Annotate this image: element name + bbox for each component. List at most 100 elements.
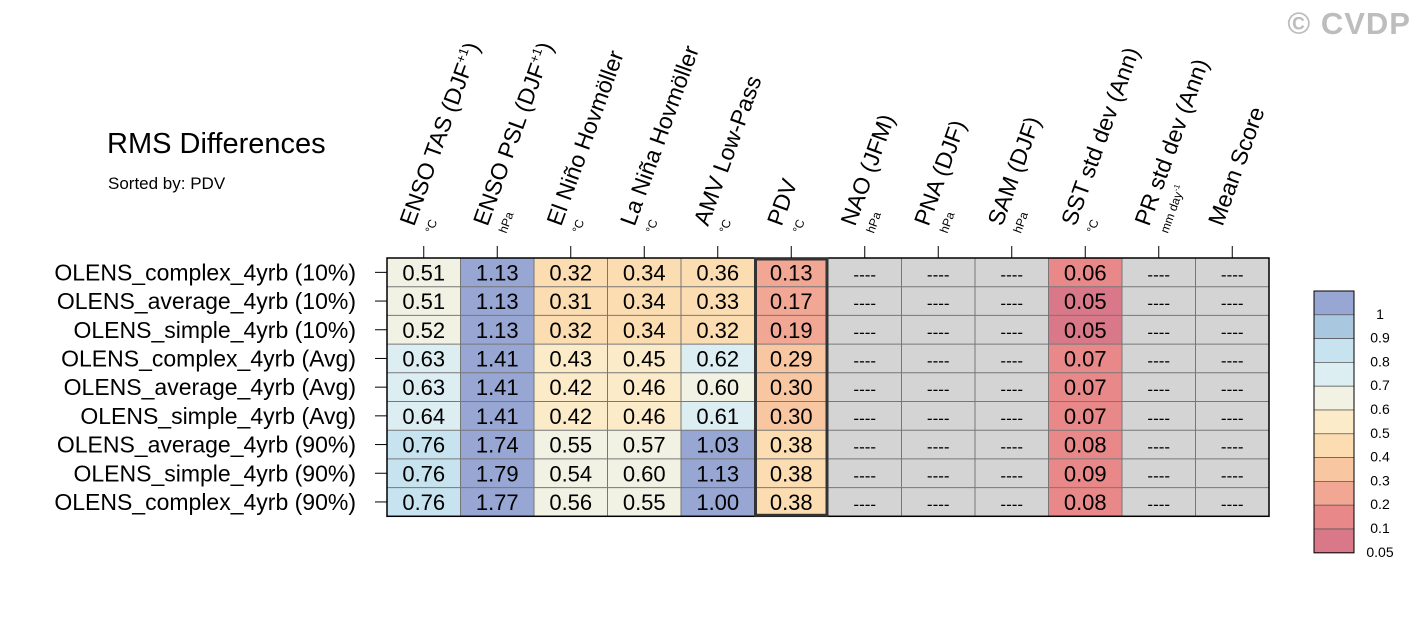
heatmap-cell <box>754 458 828 488</box>
heatmap-cell <box>460 372 534 402</box>
cell-value-label: ---- <box>1147 265 1170 284</box>
heatmap-cell <box>1048 286 1122 316</box>
heatmap-cell <box>828 286 902 316</box>
heatmap-cell <box>534 315 608 345</box>
heatmap-cell <box>975 458 1049 488</box>
column-unit-label: °C <box>790 217 808 235</box>
heatmap-cell <box>534 401 608 431</box>
heatmap-cell <box>681 372 755 402</box>
heatmap-cell <box>460 344 534 373</box>
cell-value-label: ---- <box>853 380 876 399</box>
heatmap-cell <box>1195 344 1269 373</box>
heatmap-cell <box>681 430 755 459</box>
cell-value-label: 0.36 <box>696 260 739 285</box>
colorbar-border <box>1313 290 1355 554</box>
cell-value-label: 0.46 <box>623 404 666 429</box>
cell-value-label: ---- <box>1000 466 1023 485</box>
heatmap-cell <box>387 286 461 316</box>
cvdp-watermark: © CVDP <box>1287 6 1411 41</box>
column-unit-label: °C <box>422 217 440 235</box>
colorbar-tick-label: 1 <box>1376 306 1384 322</box>
heatmap-cell <box>901 487 975 517</box>
heatmap-cell <box>1048 430 1122 459</box>
heatmap-cell <box>975 286 1049 316</box>
heatmap-cell <box>387 430 461 459</box>
cell-value-label: 0.52 <box>402 318 445 343</box>
cell-value-label: ---- <box>1221 409 1244 428</box>
heatmap-cell <box>681 401 755 431</box>
column-unit-label: °C <box>643 217 661 235</box>
colorbar-swatch <box>1313 481 1355 506</box>
heatmap-cell <box>607 372 681 402</box>
cell-value-label: 0.08 <box>1064 433 1107 458</box>
cell-value-label: 0.76 <box>402 433 445 458</box>
cell-value-label: 1.13 <box>696 461 739 486</box>
heatmap-cell <box>901 458 975 488</box>
cell-value-label: 0.60 <box>696 375 739 400</box>
cell-value-label: 0.51 <box>402 260 445 285</box>
heatmap-cell <box>460 430 534 459</box>
cell-value-label: 0.63 <box>402 375 445 400</box>
cell-value-label: ---- <box>1221 323 1244 342</box>
colorbar-swatch <box>1313 528 1355 554</box>
cell-value-label: ---- <box>1000 380 1023 399</box>
column-header: PDV°C <box>762 175 808 235</box>
cell-value-label: ---- <box>1147 323 1170 342</box>
cell-value-label: 1.03 <box>696 433 739 458</box>
heatmap-cell <box>754 344 828 373</box>
heatmap-cell <box>901 430 975 459</box>
cell-value-label: 0.32 <box>696 318 739 343</box>
heatmap-cell <box>1122 372 1196 402</box>
heatmap-cell <box>901 372 975 402</box>
cell-value-label: 1.41 <box>476 404 519 429</box>
heatmap-cell <box>681 315 755 345</box>
cell-value-label: ---- <box>1000 438 1023 457</box>
heatmap-cell <box>387 344 461 373</box>
heatmap-cell <box>754 430 828 459</box>
heatmap-cell <box>1195 430 1269 459</box>
colorbar-tick-label: 0.7 <box>1370 377 1390 393</box>
cell-value-label: 0.54 <box>549 461 592 486</box>
chart-title: RMS Differences <box>107 128 326 160</box>
row-label: OLENS_simple_4yrb (10%) <box>73 317 356 343</box>
heatmap-cell <box>1195 372 1269 402</box>
heatmap-cell <box>1122 315 1196 345</box>
cell-value-label: ---- <box>1000 323 1023 342</box>
cell-value-label: ---- <box>1147 380 1170 399</box>
cell-value-label: 1.77 <box>476 490 519 515</box>
colorbar-tick-label: 0.1 <box>1370 520 1390 536</box>
heatmap-cell <box>1122 258 1196 287</box>
heatmap-cell <box>1048 258 1122 287</box>
cell-value-label: 1.41 <box>476 375 519 400</box>
heatmap-cell <box>681 286 755 316</box>
column-label: La Niña Hovmöller <box>615 42 704 229</box>
column-label: ENSO TAS (DJF+1) <box>394 39 484 229</box>
heatmap-cell <box>1195 286 1269 316</box>
cell-value-label: 0.08 <box>1064 490 1107 515</box>
heatmap-cell <box>1048 458 1122 488</box>
cell-value-label: ---- <box>1000 495 1023 514</box>
cell-value-label: 1.74 <box>476 433 519 458</box>
colorbar-swatch <box>1313 362 1355 387</box>
colorbar-swatch <box>1313 433 1355 458</box>
heatmap-cell <box>534 286 608 316</box>
cell-value-label: ---- <box>853 351 876 370</box>
colorbar-swatch <box>1313 314 1355 339</box>
heatmap-cell <box>534 458 608 488</box>
colorbar-tick-label: 0.05 <box>1366 544 1393 560</box>
cell-value-label: ---- <box>927 351 950 370</box>
column-unit-label: °C <box>569 217 587 235</box>
heatmap-cell <box>681 458 755 488</box>
cell-value-label: ---- <box>927 409 950 428</box>
heatmap-cell <box>1122 344 1196 373</box>
heatmap-cell <box>1122 401 1196 431</box>
colorbar-tick-label: 0.4 <box>1370 449 1390 465</box>
cell-value-label: ---- <box>1000 294 1023 313</box>
heatmap-cell <box>901 315 975 345</box>
heatmap-cell <box>607 315 681 345</box>
heatmap-cell <box>460 315 534 345</box>
heatmap-cell <box>901 286 975 316</box>
heatmap-cell <box>460 401 534 431</box>
heatmap-cell <box>901 344 975 373</box>
cell-value-label: ---- <box>1147 351 1170 370</box>
